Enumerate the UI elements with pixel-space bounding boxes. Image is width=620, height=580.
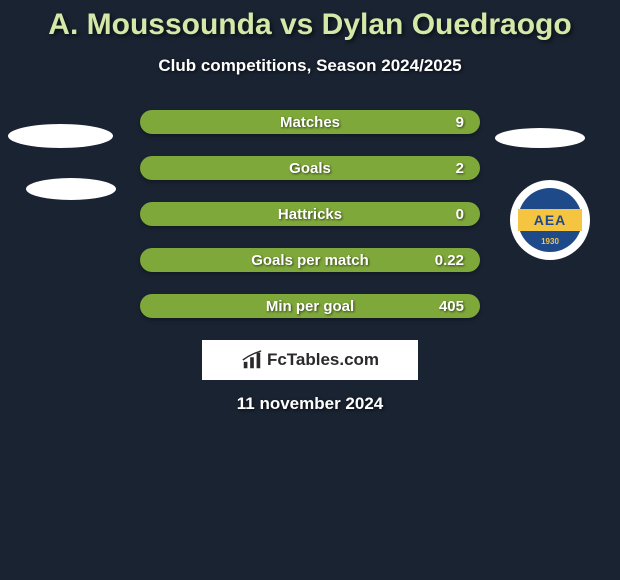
club-badge-inner: AEA 1930 [518,188,582,252]
stat-row-goals: Goals 2 [140,156,480,180]
logo-text: FcTables.com [267,350,379,370]
stat-row-matches: Matches 9 [140,110,480,134]
stat-row-min-per-goal: Min per goal 405 [140,294,480,318]
club-badge-stripe: AEA [518,209,582,231]
stat-row-hattricks: Hattricks 0 [140,202,480,226]
stat-value: 405 [439,298,464,315]
page-title: A. Moussounda vs Dylan Ouedraogo [0,0,620,42]
stat-label: Goals per match [251,252,369,269]
stat-label: Min per goal [266,298,354,315]
chart-icon [241,349,263,371]
date-text: 11 november 2024 [0,394,620,414]
subtitle: Club competitions, Season 2024/2025 [0,56,620,76]
stat-label: Matches [280,114,340,131]
decorative-ellipse-left-2 [26,178,116,200]
stat-label: Hattricks [278,206,342,223]
decorative-ellipse-right-1 [495,128,585,148]
club-badge: AEA 1930 [510,180,590,260]
stat-value: 9 [456,114,464,131]
logo-box: FcTables.com [202,340,418,380]
club-badge-year: 1930 [541,237,559,246]
stat-value: 2 [456,160,464,177]
stat-value: 0.22 [435,252,464,269]
stat-label: Goals [289,160,331,177]
stat-row-goals-per-match: Goals per match 0.22 [140,248,480,272]
club-badge-text: AEA [534,212,567,228]
stat-value: 0 [456,206,464,223]
decorative-ellipse-left-1 [8,124,113,148]
